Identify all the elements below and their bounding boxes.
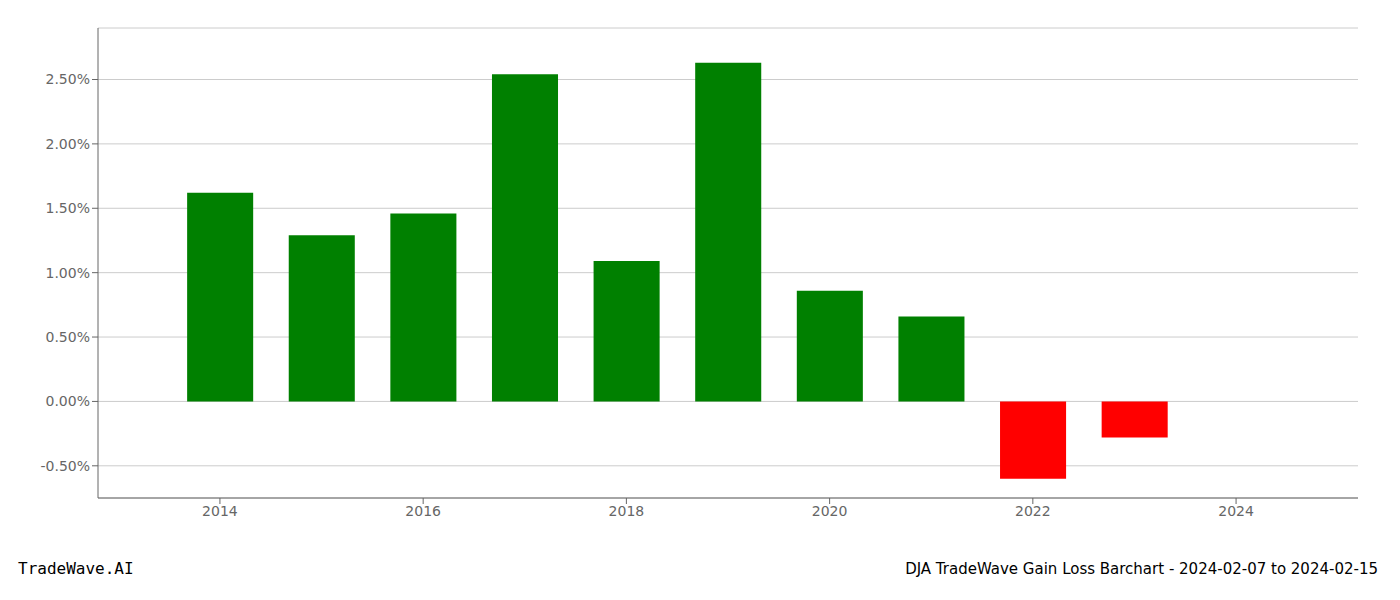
- svg-text:1.50%: 1.50%: [46, 200, 90, 216]
- svg-text:2.00%: 2.00%: [46, 136, 90, 152]
- svg-text:2020: 2020: [812, 503, 848, 519]
- html-text:TradeWave.AI: TradeWave.AI: [18, 559, 134, 578]
- svg-text:2024: 2024: [1218, 503, 1254, 519]
- svg-text:0.00%: 0.00%: [46, 393, 90, 409]
- svg-text:2014: 2014: [202, 503, 238, 519]
- svg-text:2022: 2022: [1015, 503, 1051, 519]
- svg-text:2018: 2018: [609, 503, 645, 519]
- svg-text:2.50%: 2.50%: [46, 71, 90, 87]
- svg-text:0.50%: 0.50%: [46, 329, 90, 345]
- svg-text:1.00%: 1.00%: [46, 265, 90, 281]
- svg-text:2016: 2016: [405, 503, 441, 519]
- html-text:DJA TradeWave Gain Loss Barcha: DJA TradeWave Gain Loss Barchart - 2024-…: [905, 560, 1378, 578]
- svg-text:-0.50%: -0.50%: [40, 458, 90, 474]
